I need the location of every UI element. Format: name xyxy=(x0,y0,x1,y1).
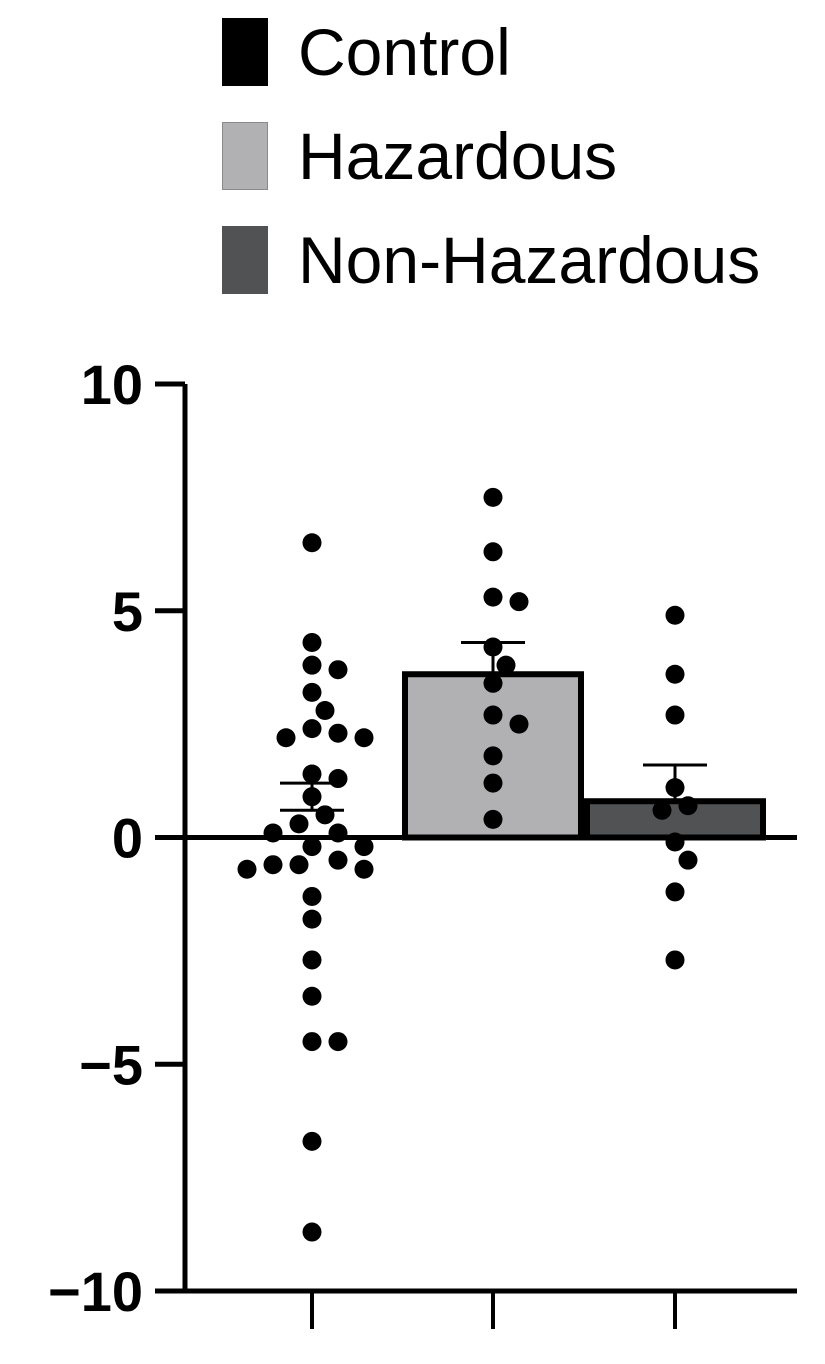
data-points-layer xyxy=(237,487,698,1242)
legend-swatch-non-hazardous xyxy=(222,226,268,294)
data-point xyxy=(665,832,685,852)
data-point xyxy=(665,705,685,725)
data-point xyxy=(302,655,322,675)
data-point xyxy=(509,592,529,612)
data-point xyxy=(354,728,374,748)
data-point xyxy=(665,605,685,625)
data-point xyxy=(483,773,503,793)
legend-label-non-hazardous: Non-Hazardous xyxy=(298,223,761,297)
y-tick-label: 0 xyxy=(112,807,143,870)
data-point xyxy=(483,705,503,725)
data-point xyxy=(509,714,529,734)
data-point xyxy=(483,587,503,607)
data-point xyxy=(483,673,503,693)
y-tick-labels: 10 5 0 −5 −10 xyxy=(48,353,143,1323)
legend-item-hazardous: Hazardous xyxy=(222,122,822,190)
data-point xyxy=(302,632,322,652)
data-point xyxy=(496,655,516,675)
data-point xyxy=(483,487,503,507)
data-point xyxy=(302,682,322,702)
bar-0 xyxy=(224,810,400,837)
bar-2 xyxy=(584,798,766,841)
data-point xyxy=(354,859,374,879)
data-point xyxy=(652,800,672,820)
data-point xyxy=(665,950,685,970)
data-point xyxy=(354,837,374,857)
data-point xyxy=(678,796,698,816)
data-point xyxy=(302,1222,322,1242)
y-tick-label: −5 xyxy=(79,1033,143,1096)
data-point xyxy=(289,814,309,834)
data-point xyxy=(289,855,309,875)
data-point xyxy=(483,542,503,562)
data-point xyxy=(302,787,322,807)
y-tick-label: 5 xyxy=(112,580,143,643)
data-point xyxy=(483,637,503,657)
data-point xyxy=(302,764,322,784)
data-point xyxy=(665,882,685,902)
data-point xyxy=(483,746,503,766)
data-point xyxy=(302,1032,322,1052)
data-point xyxy=(302,909,322,929)
data-point xyxy=(483,809,503,829)
legend-label-control: Control xyxy=(298,15,511,89)
data-point xyxy=(302,837,322,857)
legend-item-non-hazardous: Non-Hazardous xyxy=(222,226,822,294)
data-point xyxy=(328,660,348,680)
legend-label-hazardous: Hazardous xyxy=(298,119,618,193)
data-point xyxy=(328,723,348,743)
data-point xyxy=(302,533,322,553)
data-point xyxy=(237,859,257,879)
data-point xyxy=(678,850,698,870)
data-point xyxy=(315,701,335,721)
y-tick-label: −10 xyxy=(48,1260,143,1323)
data-point xyxy=(665,664,685,684)
legend-swatch-hazardous xyxy=(222,122,268,190)
data-point xyxy=(302,1131,322,1151)
data-point xyxy=(315,805,335,825)
data-point xyxy=(328,1032,348,1052)
legend-swatch-control xyxy=(222,18,268,86)
data-point xyxy=(276,728,296,748)
data-point xyxy=(263,855,283,875)
data-point xyxy=(328,769,348,789)
data-point xyxy=(328,850,348,870)
data-point xyxy=(263,823,283,843)
data-point xyxy=(302,886,322,906)
data-point xyxy=(665,778,685,798)
data-point xyxy=(302,950,322,970)
y-tick-label: 10 xyxy=(81,353,143,416)
legend-item-control: Control xyxy=(222,18,822,86)
data-point xyxy=(302,986,322,1006)
axes-layer xyxy=(155,381,797,1329)
data-point xyxy=(328,823,348,843)
data-point xyxy=(302,719,322,739)
